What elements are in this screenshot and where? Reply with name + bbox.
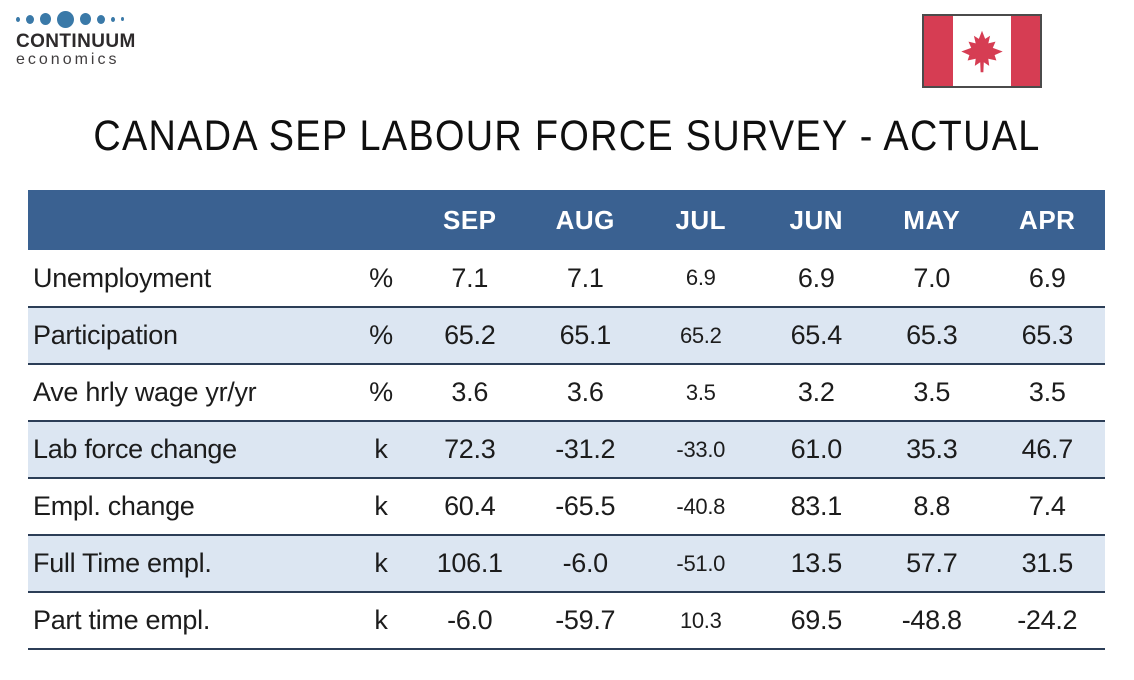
value-cell: 7.4 [989, 478, 1105, 536]
table-header-row: SEP AUG JUL JUN MAY APR [28, 190, 1105, 250]
row-label: Unemployment [28, 250, 350, 308]
value-cell: 6.9 [989, 250, 1105, 308]
header-unit-spacer [350, 190, 412, 250]
row-unit: % [350, 307, 412, 365]
value-cell: 65.3 [989, 307, 1105, 365]
value-cell: -33.0 [643, 421, 759, 479]
brand-name: CONTINUUM [16, 31, 136, 52]
value-cell: 65.1 [527, 307, 643, 365]
value-cell: 3.5 [989, 364, 1105, 422]
value-cell: 7.1 [412, 250, 528, 308]
value-cell: 7.1 [527, 250, 643, 308]
value-cell: 46.7 [989, 421, 1105, 479]
value-cell: -65.5 [527, 478, 643, 536]
value-cell: 65.3 [874, 307, 990, 365]
value-cell: -24.2 [989, 592, 1105, 650]
value-cell: -6.0 [412, 592, 528, 650]
page-title: CANADA SEP LABOUR FORCE SURVEY - ACTUAL [93, 112, 1041, 160]
row-label: Ave hrly wage yr/yr [28, 364, 350, 422]
value-cell: 69.5 [758, 592, 874, 650]
dot-icon [57, 10, 74, 28]
value-cell: 31.5 [989, 535, 1105, 593]
value-cell: 3.5 [874, 364, 990, 422]
value-cell: -31.2 [527, 421, 643, 479]
value-cell: 106.1 [412, 535, 528, 593]
value-cell: 65.4 [758, 307, 874, 365]
canada-flag-icon [922, 14, 1042, 88]
col-header-apr: APR [989, 190, 1105, 250]
value-cell: 72.3 [412, 421, 528, 479]
row-unit: % [350, 250, 412, 308]
value-cell: -40.8 [643, 478, 759, 536]
value-cell: 3.5 [643, 364, 759, 422]
table-row: Full Time empl. k 106.1 -6.0 -51.0 13.5 … [28, 535, 1105, 593]
row-unit: k [350, 478, 412, 536]
col-header-may: MAY [874, 190, 990, 250]
table-row: Ave hrly wage yr/yr % 3.6 3.6 3.5 3.2 3.… [28, 364, 1105, 422]
dot-icon [40, 13, 51, 25]
value-cell: 7.0 [874, 250, 990, 308]
table-row: Unemployment % 7.1 7.1 6.9 6.9 7.0 6.9 [28, 250, 1105, 308]
dot-icon [80, 13, 91, 25]
value-cell: 83.1 [758, 478, 874, 536]
col-header-sep: SEP [412, 190, 528, 250]
value-cell: 6.9 [758, 250, 874, 308]
row-label: Full Time empl. [28, 535, 350, 593]
row-label: Part time empl. [28, 592, 350, 650]
value-cell: 3.6 [412, 364, 528, 422]
value-cell: -48.8 [874, 592, 990, 650]
value-cell: 61.0 [758, 421, 874, 479]
brand-tagline: economics [16, 51, 120, 68]
continuum-dots-logo [16, 10, 136, 28]
value-cell: 8.8 [874, 478, 990, 536]
value-cell: 65.2 [412, 307, 528, 365]
value-cell: 10.3 [643, 592, 759, 650]
flag-right-band [1011, 16, 1040, 86]
header-label-spacer [28, 190, 350, 250]
maple-leaf-icon [961, 30, 1003, 72]
value-cell: 35.3 [874, 421, 990, 479]
value-cell: 3.2 [758, 364, 874, 422]
dot-icon [121, 17, 124, 21]
col-header-jun: JUN [758, 190, 874, 250]
row-label: Lab force change [28, 421, 350, 479]
dot-icon [111, 16, 115, 22]
table-row: Participation % 65.2 65.1 65.2 65.4 65.3… [28, 307, 1105, 365]
flag-left-band [924, 16, 953, 86]
row-label: Participation [28, 307, 350, 365]
value-cell: -51.0 [643, 535, 759, 593]
value-cell: -59.7 [527, 592, 643, 650]
row-unit: k [350, 421, 412, 479]
dot-icon [26, 14, 34, 24]
value-cell: 57.7 [874, 535, 990, 593]
value-cell: 13.5 [758, 535, 874, 593]
value-cell: 6.9 [643, 250, 759, 308]
flag-centre [953, 16, 1011, 86]
row-unit: % [350, 364, 412, 422]
table-row: Empl. change k 60.4 -65.5 -40.8 83.1 8.8… [28, 478, 1105, 536]
value-cell: 3.6 [527, 364, 643, 422]
col-header-jul: JUL [643, 190, 759, 250]
row-unit: k [350, 592, 412, 650]
labour-force-table: SEP AUG JUL JUN MAY APR Unemployment % 7… [28, 190, 1105, 650]
value-cell: 60.4 [412, 478, 528, 536]
brand-logo: CONTINUUM economics [16, 10, 136, 68]
row-unit: k [350, 535, 412, 593]
dot-icon [97, 14, 105, 24]
col-header-aug: AUG [527, 190, 643, 250]
value-cell: -6.0 [527, 535, 643, 593]
value-cell: 65.2 [643, 307, 759, 365]
dot-icon [16, 16, 20, 22]
table-row: Lab force change k 72.3 -31.2 -33.0 61.0… [28, 421, 1105, 479]
table-row: Part time empl. k -6.0 -59.7 10.3 69.5 -… [28, 592, 1105, 650]
row-label: Empl. change [28, 478, 350, 536]
